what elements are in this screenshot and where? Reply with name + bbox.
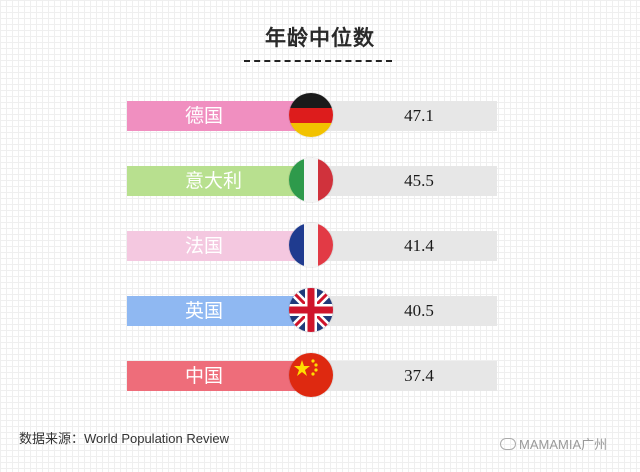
chart-row: 意大利 45.5 xyxy=(127,150,497,210)
chart-row: 中国 37.4 xyxy=(127,345,497,405)
value-label: 40.5 xyxy=(323,296,497,326)
germany-flag-icon xyxy=(289,93,333,137)
italy-flag-icon xyxy=(289,158,333,202)
value-label: 47.1 xyxy=(323,101,497,131)
source-note: 数据来源：World Population Review xyxy=(19,431,229,446)
chart-row: 德国 47.1 xyxy=(127,85,497,145)
value-label: 45.5 xyxy=(323,166,497,196)
value-label: 37.4 xyxy=(323,361,497,391)
title-underline xyxy=(244,60,392,62)
uk-flag-icon xyxy=(289,288,333,332)
watermark: MAMAMIA广州 xyxy=(500,434,607,453)
chart-row: 法国 41.4 xyxy=(127,215,497,275)
watermark-text: MAMAMIA广州 xyxy=(519,437,608,452)
france-flag-icon xyxy=(289,223,333,267)
value-label: 41.4 xyxy=(323,231,497,261)
china-flag-icon xyxy=(289,353,333,397)
wechat-icon xyxy=(500,438,516,450)
chart-row: 英国 40.5 xyxy=(127,280,497,340)
chart-title: 年龄中位数 xyxy=(265,26,375,50)
